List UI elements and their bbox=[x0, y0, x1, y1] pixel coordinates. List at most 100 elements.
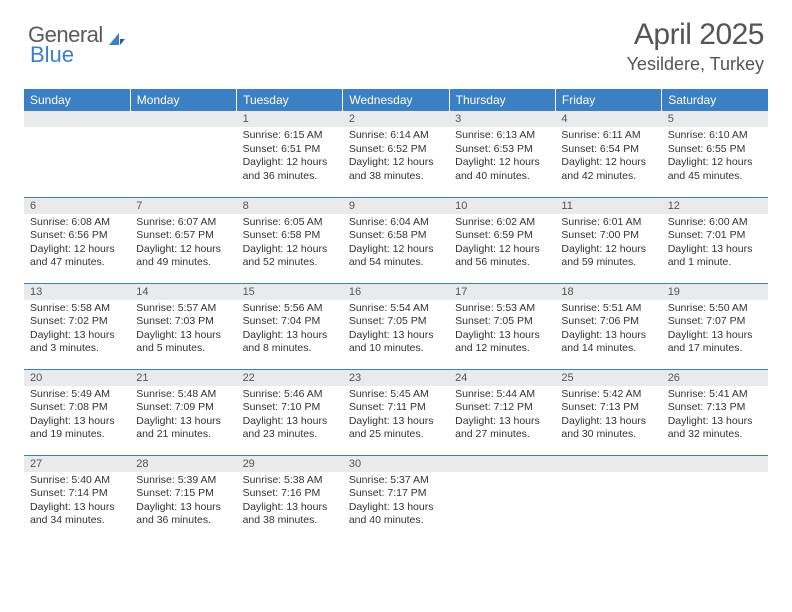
sunrise-text: Sunrise: 5:45 AM bbox=[349, 388, 443, 402]
sunset-text: Sunset: 7:06 PM bbox=[561, 315, 655, 329]
sunset-text: Sunset: 6:58 PM bbox=[349, 229, 443, 243]
calendar-day-cell: 24Sunrise: 5:44 AMSunset: 7:12 PMDayligh… bbox=[449, 369, 555, 455]
calendar-week-row: 20Sunrise: 5:49 AMSunset: 7:08 PMDayligh… bbox=[24, 369, 768, 455]
day-number: 2 bbox=[343, 111, 449, 127]
calendar-day-cell: 12Sunrise: 6:00 AMSunset: 7:01 PMDayligh… bbox=[662, 197, 768, 283]
day-content: Sunrise: 5:40 AMSunset: 7:14 PMDaylight:… bbox=[24, 472, 130, 533]
calendar-day-cell: 6Sunrise: 6:08 AMSunset: 6:56 PMDaylight… bbox=[24, 197, 130, 283]
calendar-day-cell: 1Sunrise: 6:15 AMSunset: 6:51 PMDaylight… bbox=[237, 111, 343, 197]
sunset-text: Sunset: 6:52 PM bbox=[349, 143, 443, 157]
weekday-header: Thursday bbox=[449, 89, 555, 111]
sunrise-text: Sunrise: 6:04 AM bbox=[349, 216, 443, 230]
calendar-day-cell: 13Sunrise: 5:58 AMSunset: 7:02 PMDayligh… bbox=[24, 283, 130, 369]
sunset-text: Sunset: 7:11 PM bbox=[349, 401, 443, 415]
calendar-day-cell: 25Sunrise: 5:42 AMSunset: 7:13 PMDayligh… bbox=[555, 369, 661, 455]
daylight-text: Daylight: 13 hours and 3 minutes. bbox=[30, 329, 124, 356]
day-number: 27 bbox=[24, 456, 130, 472]
daylight-text: Daylight: 12 hours and 54 minutes. bbox=[349, 243, 443, 270]
sunrise-text: Sunrise: 5:56 AM bbox=[243, 302, 337, 316]
sunrise-text: Sunrise: 5:57 AM bbox=[136, 302, 230, 316]
weekday-header: Sunday bbox=[24, 89, 130, 111]
weekday-header: Tuesday bbox=[237, 89, 343, 111]
calendar-day-cell: 8Sunrise: 6:05 AMSunset: 6:58 PMDaylight… bbox=[237, 197, 343, 283]
calendar-day-cell: 29 Sunrise: 5:38 AMSunset: 7:16 PMDayligh… bbox=[237, 455, 343, 541]
day-number: 17 bbox=[449, 284, 555, 300]
daylight-text: Daylight: 13 hours and 8 minutes. bbox=[243, 329, 337, 356]
day-number: 29 bbox=[237, 456, 343, 472]
calendar-day-cell bbox=[555, 455, 661, 541]
day-number: 22 bbox=[237, 370, 343, 386]
calendar-day-cell: 9Sunrise: 6:04 AMSunset: 6:58 PMDaylight… bbox=[343, 197, 449, 283]
day-content: Sunrise: 6:08 AMSunset: 6:56 PMDaylight:… bbox=[24, 214, 130, 275]
calendar-day-cell: 14Sunrise: 5:57 AMSunset: 7:03 PMDayligh… bbox=[130, 283, 236, 369]
day-number: 20 bbox=[24, 370, 130, 386]
sunset-text: Sunset: 7:08 PM bbox=[30, 401, 124, 415]
sunrise-text: Sunrise: 5:50 AM bbox=[668, 302, 762, 316]
day-number: 25 bbox=[555, 370, 661, 386]
sunrise-text: Sunrise: 6:01 AM bbox=[561, 216, 655, 230]
daylight-text: Daylight: 13 hours and 27 minutes. bbox=[455, 415, 549, 442]
daylight-text: Daylight: 12 hours and 47 minutes. bbox=[30, 243, 124, 270]
calendar-day-cell: 26Sunrise: 5:41 AMSunset: 7:13 PMDayligh… bbox=[662, 369, 768, 455]
day-content: Sunrise: 6:10 AMSunset: 6:55 PMDaylight:… bbox=[662, 127, 768, 188]
sunrise-text: Sunrise: 6:11 AM bbox=[561, 129, 655, 143]
sunset-text: Sunset: 6:51 PM bbox=[243, 143, 337, 157]
day-number: 24 bbox=[449, 370, 555, 386]
day-number: 11 bbox=[555, 198, 661, 214]
sunset-text: Sunset: 7:05 PM bbox=[349, 315, 443, 329]
sunrise-text: Sunrise: 5:53 AM bbox=[455, 302, 549, 316]
daylight-text: Daylight: 13 hours and 36 minutes. bbox=[136, 501, 230, 528]
calendar-table: Sunday Monday Tuesday Wednesday Thursday… bbox=[24, 89, 768, 541]
calendar-day-cell: 20Sunrise: 5:49 AMSunset: 7:08 PMDayligh… bbox=[24, 369, 130, 455]
calendar-day-cell bbox=[449, 455, 555, 541]
day-number: 21 bbox=[130, 370, 236, 386]
day-content: Sunrise: 6:00 AMSunset: 7:01 PMDaylight:… bbox=[662, 214, 768, 275]
sunrise-text: Sunrise: 5:54 AM bbox=[349, 302, 443, 316]
daylight-text: Daylight: 12 hours and 42 minutes. bbox=[561, 156, 655, 183]
day-content: Sunrise: 5:48 AMSunset: 7:09 PMDaylight:… bbox=[130, 386, 236, 447]
weekday-header: Wednesday bbox=[343, 89, 449, 111]
daylight-text: Daylight: 13 hours and 38 minutes. bbox=[243, 501, 337, 528]
day-content: Sunrise: 5:50 AMSunset: 7:07 PMDaylight:… bbox=[662, 300, 768, 361]
day-number bbox=[555, 456, 661, 460]
day-number: 4 bbox=[555, 111, 661, 127]
day-number: 8 bbox=[237, 198, 343, 214]
day-number: 19 bbox=[662, 284, 768, 300]
calendar-day-cell: 7Sunrise: 6:07 AMSunset: 6:57 PMDaylight… bbox=[130, 197, 236, 283]
daylight-text: Daylight: 13 hours and 1 minute. bbox=[668, 243, 762, 270]
day-content: Sunrise: 5:49 AMSunset: 7:08 PMDaylight:… bbox=[24, 386, 130, 447]
day-number: 7 bbox=[130, 198, 236, 214]
daylight-text: Daylight: 12 hours and 56 minutes. bbox=[455, 243, 549, 270]
sunset-text: Sunset: 6:55 PM bbox=[668, 143, 762, 157]
sunrise-text: Sunrise: 5:46 AM bbox=[243, 388, 337, 402]
calendar-day-cell: 30Sunrise: 5:37 AMSunset: 7:17 PMDayligh… bbox=[343, 455, 449, 541]
location-label: Yesildere, Turkey bbox=[627, 54, 764, 75]
sunrise-text: Sunrise: 6:08 AM bbox=[30, 216, 124, 230]
day-content: Sunrise: 6:02 AMSunset: 6:59 PMDaylight:… bbox=[449, 214, 555, 275]
calendar-day-cell: 3Sunrise: 6:13 AMSunset: 6:53 PMDaylight… bbox=[449, 111, 555, 197]
day-content: Sunrise: 5:51 AMSunset: 7:06 PMDaylight:… bbox=[555, 300, 661, 361]
sunset-text: Sunset: 7:07 PM bbox=[668, 315, 762, 329]
daylight-text: Daylight: 13 hours and 34 minutes. bbox=[30, 501, 124, 528]
day-number bbox=[449, 456, 555, 460]
daylight-text: Daylight: 13 hours and 17 minutes. bbox=[668, 329, 762, 356]
daylight-text: Daylight: 12 hours and 49 minutes. bbox=[136, 243, 230, 270]
sunrise-text: Sunrise: 5:42 AM bbox=[561, 388, 655, 402]
sunset-text: Sunset: 7:00 PM bbox=[561, 229, 655, 243]
calendar-week-row: 27Sunrise: 5:40 AMSunset: 7:14 PMDayligh… bbox=[24, 455, 768, 541]
calendar-day-cell: 15Sunrise: 5:56 AMSunset: 7:04 PMDayligh… bbox=[237, 283, 343, 369]
logo-sail-icon bbox=[107, 27, 127, 43]
sunset-text: Sunset: 7:16 PM bbox=[243, 487, 337, 501]
daylight-text: Daylight: 12 hours and 36 minutes. bbox=[243, 156, 337, 183]
sunrise-text: Sunrise: 5:38 AM bbox=[243, 474, 337, 488]
day-number: 18 bbox=[555, 284, 661, 300]
day-content: Sunrise: 5:37 AMSunset: 7:17 PMDaylight:… bbox=[343, 472, 449, 533]
day-content: Sunrise: 6:15 AMSunset: 6:51 PMDaylight:… bbox=[237, 127, 343, 188]
sunrise-text: Sunrise: 6:15 AM bbox=[243, 129, 337, 143]
daylight-text: Daylight: 13 hours and 25 minutes. bbox=[349, 415, 443, 442]
day-number: 26 bbox=[662, 370, 768, 386]
day-content: Sunrise: 5:56 AMSunset: 7:04 PMDaylight:… bbox=[237, 300, 343, 361]
sunrise-text: Sunrise: 6:10 AM bbox=[668, 129, 762, 143]
day-number: 14 bbox=[130, 284, 236, 300]
title-block: April 2025 Yesildere, Turkey bbox=[627, 18, 764, 75]
